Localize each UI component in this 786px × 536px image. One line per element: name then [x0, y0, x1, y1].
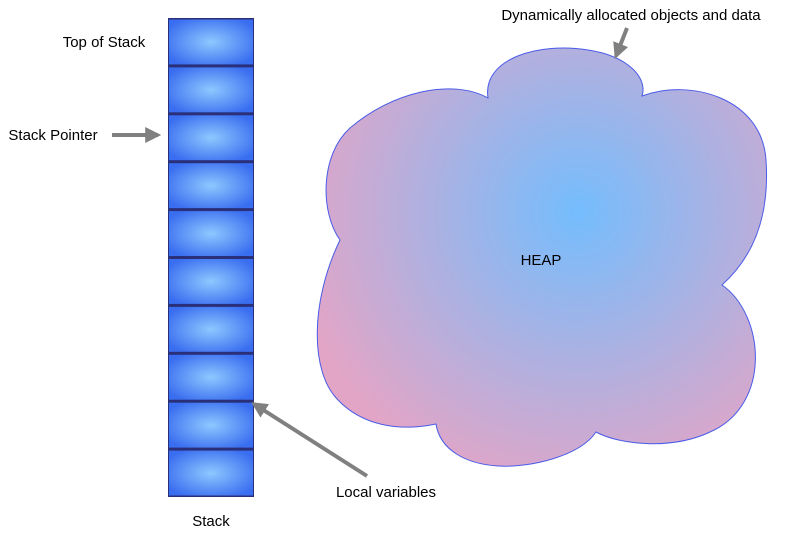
stack-cell: [169, 259, 253, 304]
local-variables-arrow: [251, 402, 369, 478]
stack-cells: [168, 18, 254, 497]
stack-cell: [169, 211, 253, 256]
stack-cell: [169, 354, 253, 400]
stack-cell: [169, 115, 253, 161]
heap-label: HEAP: [521, 252, 562, 269]
stack-pointer-label: Stack Pointer: [8, 127, 97, 144]
local-variables-label: Local variables: [336, 484, 436, 501]
heap-annotation-arrow: [613, 27, 629, 59]
stack-cell: [169, 402, 253, 448]
top-of-stack-label: Top of Stack: [63, 34, 146, 51]
heap-cloud: [316, 47, 768, 467]
stack-cell: [169, 450, 253, 496]
stack-cell: [169, 19, 253, 65]
stack-title-label: Stack: [192, 513, 230, 530]
heap-annotation: Dynamically allocated objects and data: [501, 7, 761, 24]
stack-cell: [169, 163, 253, 209]
stack-cell: [169, 67, 253, 113]
stack-cell: [169, 306, 253, 352]
